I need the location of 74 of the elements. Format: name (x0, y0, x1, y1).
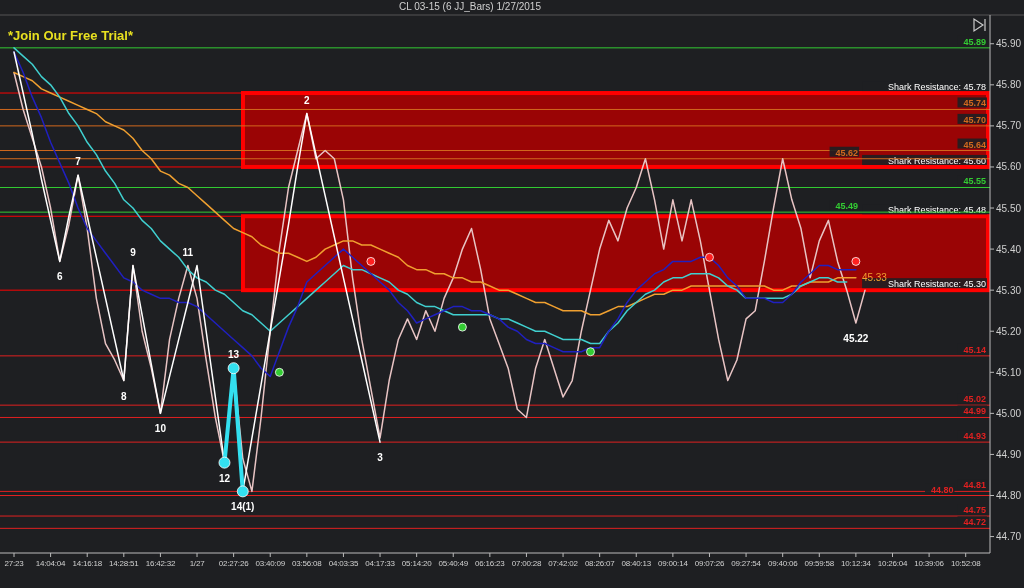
annotation: 6 (56, 271, 63, 283)
ref-line-label: Shark Resistance: 45.30 (887, 279, 986, 290)
x-tick-label: 07:00:28 (511, 559, 542, 568)
x-tick-label: 10:12:34 (841, 559, 872, 568)
data-label: 45.22 (843, 333, 869, 345)
x-tick-label: 10:39:06 (914, 559, 945, 568)
x-tick-label: 03:40:09 (255, 559, 286, 568)
annotation: 12 (218, 472, 231, 484)
x-tick-label: 16:42:32 (145, 559, 176, 568)
ref-line-label: 45.55 (963, 176, 986, 187)
x-tick-label: 14:28:51 (109, 559, 140, 568)
x-tick-label: 10:26:04 (877, 559, 909, 568)
x-tick-label: 1/27 (189, 559, 206, 568)
x-tick-label: 08:40:13 (621, 559, 652, 568)
y-tick-label: 44.80 (996, 490, 1022, 501)
x-tick-label: 09:40:06 (767, 559, 799, 568)
data-label: 45.33 (861, 272, 888, 284)
ref-line-label: 45.14 (963, 344, 986, 355)
y-tick-label: 44.70 (996, 531, 1022, 543)
annotation: 7 (75, 156, 82, 168)
x-tick-label: 04:17:33 (365, 559, 396, 568)
x-tick-label: 14:16:18 (72, 559, 103, 568)
ref-line-label: 45.89 (963, 36, 986, 47)
ref-line-label: 44.81 (963, 480, 986, 491)
chart-title: CL 03-15 (6 JJ_Bars) 1/27/2015 (399, 1, 542, 12)
ref-line-label: 45.64 (963, 139, 986, 150)
annotation: 9 (130, 246, 137, 258)
x-tick-label: 09:00:14 (658, 559, 689, 568)
x-tick-label: 05:40:49 (438, 559, 469, 568)
x-tick-label: 27:23 (4, 559, 25, 568)
ref-line-label: Shark Resistance: 45.78 (887, 82, 986, 93)
x-tick-label: 10:52:08 (950, 559, 982, 568)
y-tick-label: 45.60 (996, 161, 1022, 173)
x-tick-label: 09:07:26 (694, 559, 725, 568)
y-tick-label: 45.80 (996, 79, 1022, 91)
annotation: *Join Our Free Trial* (8, 28, 134, 43)
ref-line-label: 45.70 (963, 114, 986, 125)
ref-line-label: Shark Resistance: 45.60 (887, 155, 986, 166)
x-tick-label: 14:04:04 (35, 559, 67, 568)
y-tick-label: 45.10 (996, 366, 1022, 378)
ref-line-label: 44.80 (930, 484, 954, 495)
annotation: 2 (304, 94, 311, 106)
y-tick-label: 45.20 (996, 325, 1022, 337)
ref-line-label: 45.62 (835, 147, 859, 158)
x-tick-label: 06:16:23 (475, 559, 506, 568)
x-tick-label: 03:56:08 (292, 559, 323, 568)
x-tick-label: 08:26:07 (584, 559, 616, 568)
x-tick-label: 05:14:20 (401, 559, 433, 568)
y-tick-label: 45.00 (996, 407, 1022, 419)
x-tick-label: 04:03:35 (328, 559, 359, 568)
y-tick-label: 45.30 (996, 284, 1022, 296)
y-tick-label: 45.50 (996, 202, 1022, 214)
y-tick-label: 45.90 (996, 38, 1022, 50)
y-tick-label: 45.70 (996, 120, 1022, 132)
annotation: 13 (228, 349, 240, 361)
annotation: 11 (182, 246, 194, 258)
annotation: 3 (377, 452, 384, 464)
ref-line-label: Shark Resistance: 45.48 (887, 205, 986, 216)
y-tick-label: 44.90 (996, 448, 1022, 460)
ref-line-label: 45.74 (963, 98, 986, 109)
ref-line-label: 44.99 (963, 406, 986, 417)
ref-line-label: 45.49 (835, 201, 859, 212)
ref-line-label: 44.72 (963, 517, 986, 528)
x-tick-label: 02:27:26 (218, 559, 250, 568)
annotation: 14(1) (231, 501, 255, 513)
ref-line-label: 45.02 (963, 394, 986, 405)
x-tick-label: 09:59:58 (804, 559, 835, 568)
x-tick-label: 07:42:02 (548, 559, 579, 568)
y-tick-label: 45.40 (996, 243, 1022, 255)
ref-line-label: 44.93 (963, 431, 986, 442)
annotation: 8 (121, 390, 128, 402)
annotation: 10 (154, 423, 167, 435)
x-tick-label: 09:27:54 (731, 559, 762, 568)
ref-line-label: 44.75 (963, 505, 986, 516)
